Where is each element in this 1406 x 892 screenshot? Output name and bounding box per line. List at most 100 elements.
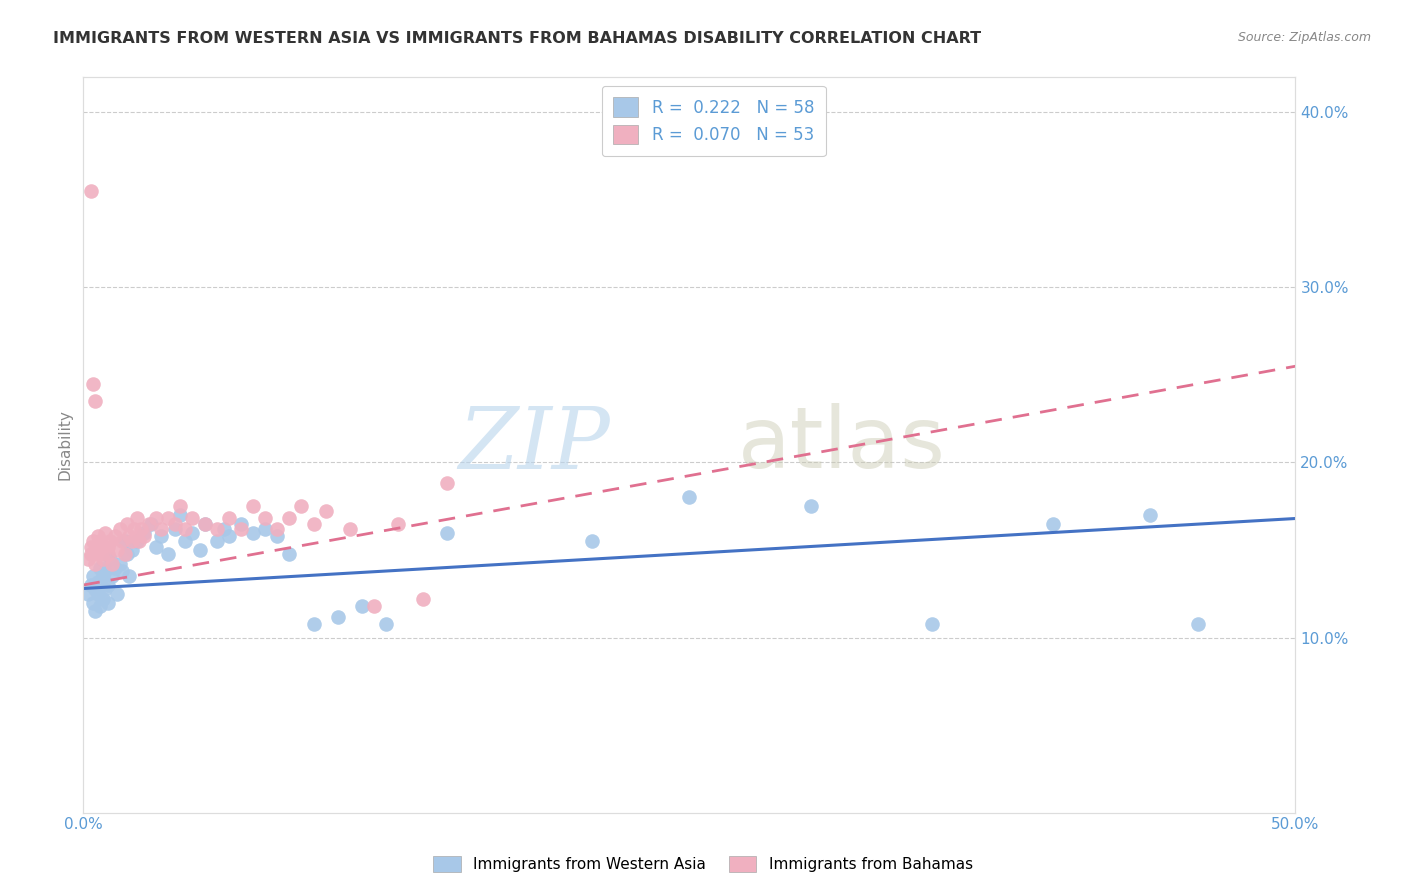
Point <box>96 578 118 592</box>
Point <box>302 516 325 531</box>
Point <box>1042 516 1064 531</box>
Point <box>218 511 240 525</box>
Point <box>131 522 153 536</box>
Point <box>188 543 211 558</box>
Point <box>87 529 110 543</box>
Point <box>82 376 104 391</box>
Point <box>84 604 107 618</box>
Point <box>266 522 288 536</box>
Point <box>121 543 143 558</box>
Point <box>89 534 111 549</box>
Point <box>145 511 167 525</box>
Point <box>115 547 138 561</box>
Point <box>101 569 124 583</box>
Point <box>229 516 252 531</box>
Point <box>290 500 312 514</box>
Legend: R =  0.222   N = 58, R =  0.070   N = 53: R = 0.222 N = 58, R = 0.070 N = 53 <box>602 86 825 156</box>
Point <box>118 529 141 543</box>
Point <box>104 529 127 543</box>
Text: ZIP: ZIP <box>458 404 610 486</box>
Point <box>800 500 823 514</box>
Point <box>352 599 374 613</box>
Point <box>98 551 121 566</box>
Point <box>169 500 191 514</box>
Point <box>1139 508 1161 522</box>
Point <box>96 595 118 609</box>
Point <box>149 529 172 543</box>
Point <box>79 547 101 561</box>
Point <box>108 522 131 536</box>
Point <box>121 534 143 549</box>
Point <box>101 557 124 571</box>
Point <box>125 534 148 549</box>
Point <box>278 547 301 561</box>
Point <box>375 616 398 631</box>
Point <box>84 582 107 596</box>
Point <box>96 540 118 554</box>
Point <box>128 534 150 549</box>
Point <box>138 516 160 531</box>
Point <box>118 569 141 583</box>
Y-axis label: Disability: Disability <box>58 409 72 481</box>
Point <box>581 534 603 549</box>
Point <box>315 504 337 518</box>
Point <box>278 511 301 525</box>
Point <box>193 516 215 531</box>
Point <box>84 543 107 558</box>
Point <box>114 547 136 561</box>
Point <box>104 560 127 574</box>
Legend: Immigrants from Western Asia, Immigrants from Bahamas: Immigrants from Western Asia, Immigrants… <box>426 848 980 880</box>
Point <box>87 587 110 601</box>
Point <box>141 516 163 531</box>
Point <box>108 557 131 571</box>
Point <box>91 540 114 554</box>
Point <box>111 564 134 578</box>
Point <box>165 522 187 536</box>
Point <box>254 511 277 525</box>
Point <box>89 560 111 574</box>
Point <box>302 616 325 631</box>
Point <box>387 516 409 531</box>
Text: IMMIGRANTS FROM WESTERN ASIA VS IMMIGRANTS FROM BAHAMAS DISABILITY CORRELATION C: IMMIGRANTS FROM WESTERN ASIA VS IMMIGRAN… <box>53 31 981 46</box>
Point <box>82 569 104 583</box>
Point <box>84 394 107 409</box>
Point <box>326 609 349 624</box>
Point <box>205 534 228 549</box>
Point <box>1187 616 1209 631</box>
Point <box>79 184 101 198</box>
Point <box>94 564 117 578</box>
Point <box>89 599 111 613</box>
Point <box>254 522 277 536</box>
Point <box>105 543 128 558</box>
Point <box>98 534 121 549</box>
Point <box>91 569 114 583</box>
Point <box>77 551 100 566</box>
Point <box>157 547 180 561</box>
Point <box>79 540 101 554</box>
Point <box>174 522 197 536</box>
Point <box>229 522 252 536</box>
Text: atlas: atlas <box>738 403 946 486</box>
Point <box>339 522 361 536</box>
Point <box>193 516 215 531</box>
Point <box>205 522 228 536</box>
Point <box>363 599 385 613</box>
Point <box>91 551 114 566</box>
Point <box>678 491 700 505</box>
Text: Source: ZipAtlas.com: Source: ZipAtlas.com <box>1237 31 1371 45</box>
Point <box>84 557 107 571</box>
Point <box>436 476 458 491</box>
Point <box>212 522 235 536</box>
Point <box>132 525 155 540</box>
Point <box>114 534 136 549</box>
Point <box>96 547 118 561</box>
Point <box>921 616 943 631</box>
Point <box>115 516 138 531</box>
Point <box>105 587 128 601</box>
Point <box>132 529 155 543</box>
Point <box>174 534 197 549</box>
Point <box>77 587 100 601</box>
Point <box>125 511 148 525</box>
Point <box>412 592 434 607</box>
Point <box>157 511 180 525</box>
